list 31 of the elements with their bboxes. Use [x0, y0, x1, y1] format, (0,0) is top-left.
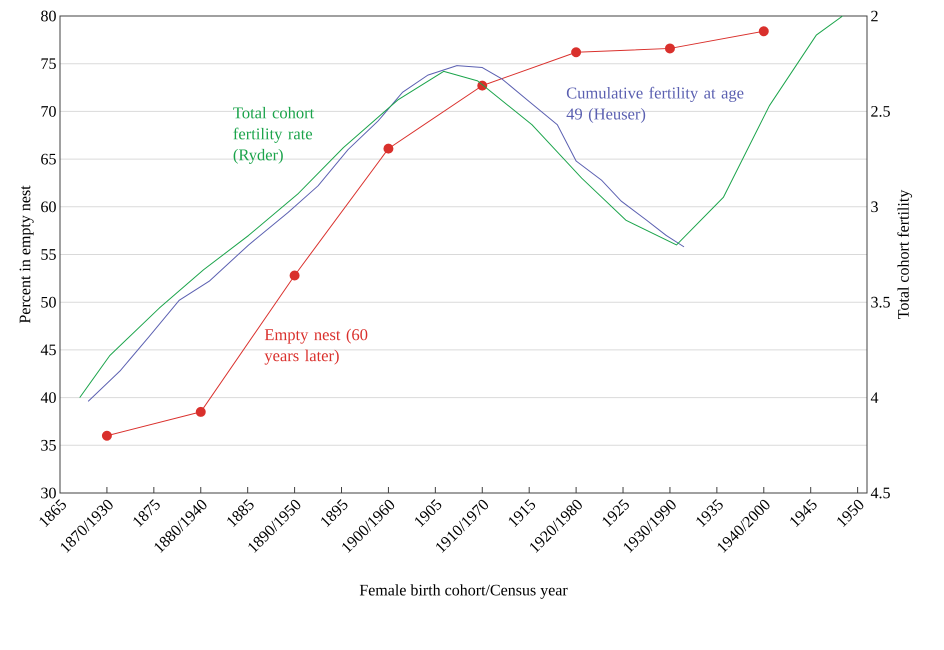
y2-tick-label: 4: [870, 392, 878, 403]
y-axis-title: Percent in empty nest: [20, 185, 34, 324]
y2-axis-title: Total cohort fertility: [897, 190, 912, 319]
y2-tick-label: 2.5: [871, 106, 890, 117]
x-axis-title: Female birth cohort/Census year: [360, 584, 568, 599]
y2-tick-label: 4.5: [870, 488, 890, 498]
point: [383, 144, 394, 154]
point: [102, 430, 112, 441]
y2-tick-label: 3: [871, 201, 878, 212]
y2-tick-label: 2: [871, 10, 878, 22]
series-label: Cumulative fertility at age 49 (Heuser): [566, 86, 744, 123]
series-label: Total cohort fertility rate (Ryder): [233, 106, 314, 164]
point: [664, 43, 675, 54]
y-tick-label: 65: [41, 154, 56, 164]
line-series: [79, 16, 844, 398]
y-tick-label: 30: [41, 488, 56, 498]
y-tick-label: 55: [41, 249, 56, 260]
y-tick-label: 35: [41, 440, 56, 451]
point: [196, 406, 206, 417]
y-tick-label: 40: [40, 392, 56, 403]
y-tick-label: 50: [41, 296, 56, 308]
series-label: Empty nest (60 years later): [264, 328, 368, 365]
y2-tick-label: 3.5: [871, 296, 890, 308]
point: [290, 270, 300, 280]
point: [758, 26, 769, 36]
y-tick-label: 80: [41, 10, 56, 22]
y-tick-label: 70: [42, 106, 56, 117]
point: [571, 47, 582, 58]
y-tick-label: 45: [40, 344, 56, 356]
y-tick-label: 60: [41, 201, 56, 212]
y-tick-label: 75: [42, 58, 56, 70]
